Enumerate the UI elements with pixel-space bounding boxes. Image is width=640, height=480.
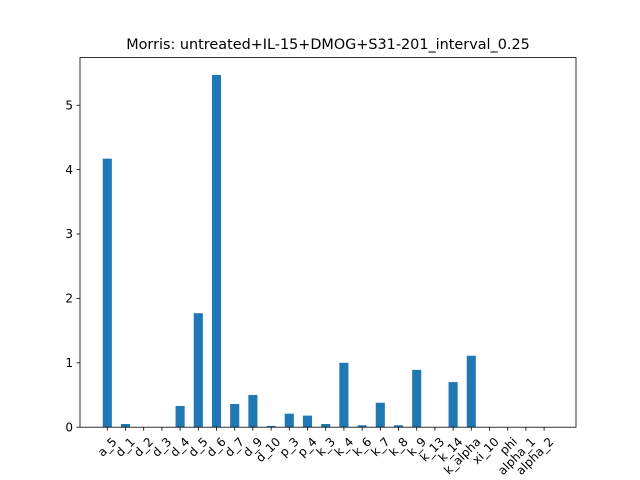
y-tick-label: 5 [65,98,73,112]
bar-d_7 [230,404,240,428]
bar-p_4 [302,415,313,428]
bar-d_4 [175,405,185,428]
bar-k_alpha [466,355,476,428]
plot-frame [79,57,577,428]
bar-k_9 [412,369,422,428]
y-tick-label: 4 [65,163,73,177]
bar-d_10 [266,425,276,428]
bar-d_5 [193,313,203,428]
bar-a_5 [102,158,112,428]
bar-d_6 [211,74,222,428]
y-tick-label: 2 [65,292,73,306]
x-axis: a_5d_1d_2d_3d_4d_5d_6d_7d_9d_10p_3p_4k_3… [95,427,556,478]
y-tick-label: 3 [65,227,73,241]
bar-k_14 [448,382,458,428]
y-axis: 0 1 2 3 4 5 [65,98,80,434]
y-tick-label: 0 [65,420,73,434]
bar-k_6 [357,425,367,428]
bar-k_7 [375,402,385,428]
chart-title: Morris: untreated+IL-15+DMOG+S31-201_int… [126,37,530,53]
bar-d_9 [248,395,258,428]
bar-p_3 [284,413,294,428]
bars-group [102,74,476,428]
bar-k_3 [321,423,331,428]
bar-k_4 [339,362,349,428]
bar-d_1 [120,423,131,428]
y-tick-label: 1 [65,356,73,370]
bar-k_8 [393,425,404,428]
